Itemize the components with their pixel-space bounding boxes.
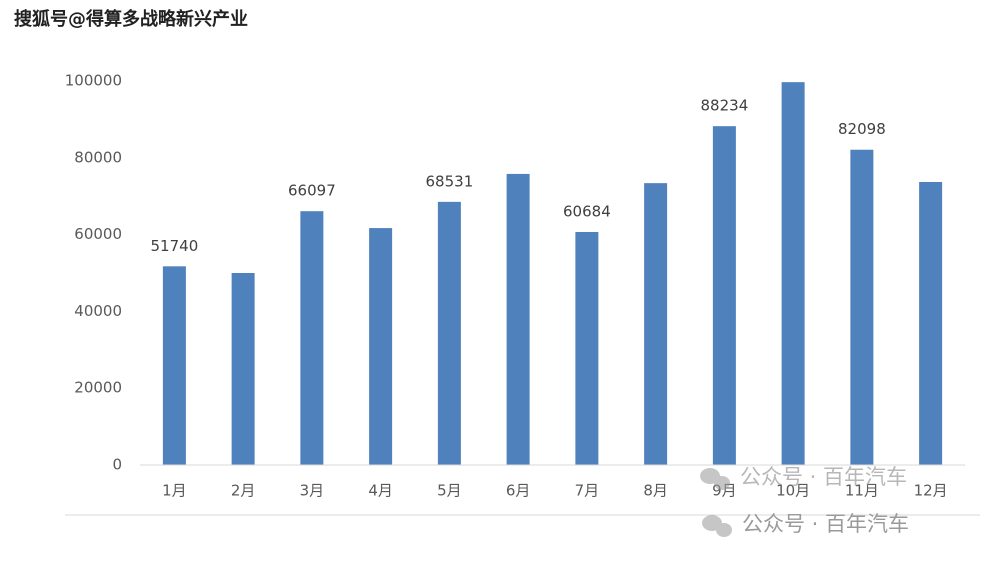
- bar: [644, 183, 668, 466]
- value-label: 66097: [288, 182, 336, 200]
- source-watermark: 搜狐号@得算多战略新兴产业: [14, 8, 248, 30]
- y-tick-label: 40000: [74, 302, 122, 320]
- x-tick-label: 12月: [914, 482, 948, 500]
- bar: [506, 173, 530, 466]
- bar: [575, 231, 599, 465]
- x-tick-label: 4月: [368, 482, 393, 500]
- x-tick-label: 11月: [845, 482, 879, 500]
- y-tick-label: 0: [112, 456, 122, 474]
- x-tick-label: 10月: [776, 482, 810, 500]
- bar: [300, 211, 324, 465]
- bar: [437, 201, 461, 466]
- watermark: 公众号 · 百年汽车: [742, 512, 909, 536]
- x-tick-label: 5月: [437, 482, 462, 500]
- bar: [781, 82, 805, 465]
- x-tick-label: 3月: [300, 482, 325, 500]
- value-label: 82098: [838, 120, 886, 138]
- bar: [162, 266, 186, 465]
- value-label: 60684: [563, 202, 611, 220]
- y-tick-label: 60000: [74, 225, 122, 243]
- bar: [231, 273, 255, 465]
- x-tick-label: 2月: [231, 482, 256, 500]
- value-label: 51740: [151, 237, 199, 255]
- watermark: 公众号 · 百年汽车: [740, 465, 907, 489]
- x-tick-label: 7月: [575, 482, 600, 500]
- bar: [712, 126, 736, 465]
- bar: [850, 149, 874, 465]
- bar: [369, 228, 393, 465]
- y-tick-label: 100000: [65, 72, 122, 90]
- y-tick-label: 20000: [74, 379, 122, 397]
- bar: [919, 181, 943, 465]
- value-label: 68531: [426, 172, 474, 190]
- x-tick-label: 8月: [643, 482, 668, 500]
- x-tick-label: 6月: [506, 482, 531, 500]
- y-tick-label: 80000: [74, 148, 122, 166]
- wechat-icon: [700, 468, 732, 537]
- value-label: 88234: [701, 97, 749, 115]
- x-tick-label: 1月: [162, 482, 187, 500]
